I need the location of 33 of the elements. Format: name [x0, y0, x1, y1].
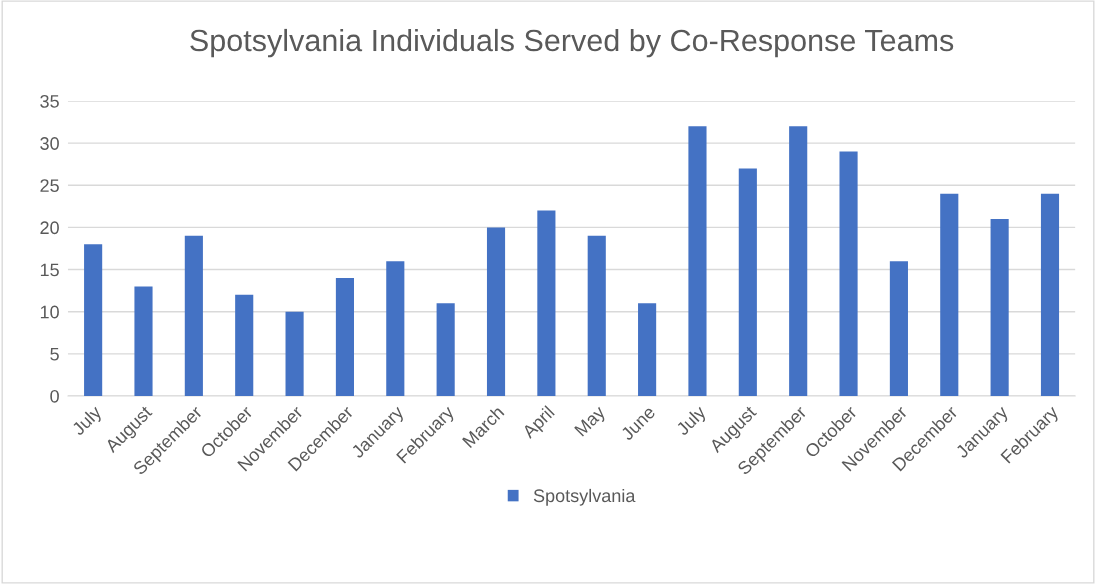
y-tick-label: 30	[40, 137, 59, 150]
y-tick-label: 0	[50, 389, 59, 403]
bar	[587, 235, 606, 396]
y-tick-label: 5	[50, 347, 59, 361]
y-tick-label: 25	[40, 179, 59, 193]
bar	[486, 227, 506, 396]
bar	[184, 235, 203, 396]
bar	[990, 219, 1009, 396]
bar	[537, 210, 556, 396]
bar	[134, 286, 153, 396]
x-tick-label: July	[674, 404, 710, 439]
bar	[638, 303, 657, 396]
bar	[235, 294, 254, 396]
bar	[436, 303, 455, 396]
y-tick-label: 35	[40, 94, 59, 108]
bar	[386, 261, 405, 396]
legend-label: Spotsylvania	[533, 488, 636, 506]
x-tick-label: July	[70, 404, 106, 439]
bar	[738, 168, 757, 396]
y-tick-label: 15	[40, 263, 59, 277]
bar	[940, 193, 959, 396]
chart-title: Spotsylvania Individuals Served by Co-Response Teams	[190, 28, 954, 58]
bar	[688, 126, 707, 396]
bar	[1040, 193, 1060, 396]
y-tick-label: 10	[40, 305, 59, 319]
bar	[84, 244, 103, 396]
x-tick-label: May	[574, 404, 609, 440]
bar	[285, 311, 304, 396]
y-tick-label: 20	[40, 221, 59, 235]
bar	[839, 151, 858, 396]
bar	[889, 261, 908, 396]
bar	[789, 126, 808, 396]
bar	[335, 277, 354, 396]
